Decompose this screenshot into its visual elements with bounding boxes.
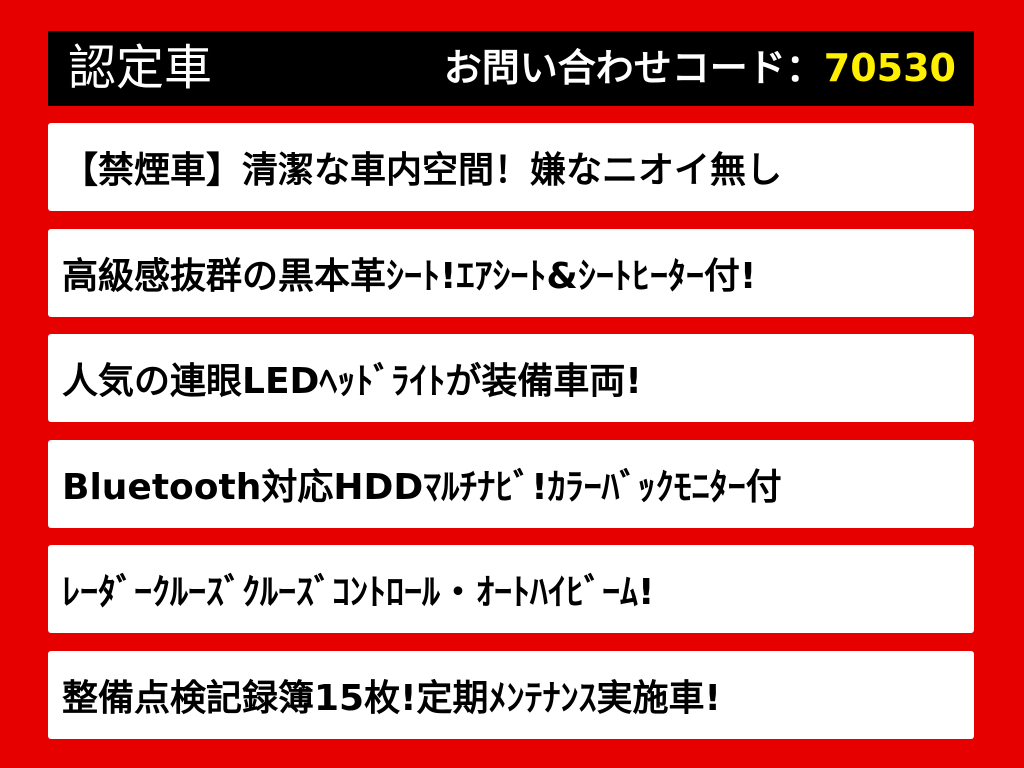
feature-row: ﾚｰﾀﾞｰｸﾙｰｽﾞｸﾙｰｽﾞｺﾝﾄﾛｰﾙ・ｵｰﾄﾊｲﾋﾞｰﾑ! xyxy=(48,545,974,633)
feature-text: Bluetooth対応HDDﾏﾙﾁﾅﾋﾞ!ｶﾗｰﾊﾞｯｸﾓﾆﾀｰ付 xyxy=(62,466,782,508)
feature-row: 高級感抜群の黒本革ｼｰﾄ!ｴｱｼｰﾄ&ｼｰﾄﾋｰﾀｰ付! xyxy=(48,228,974,317)
header-bar: 認定車 お問い合わせコード：70530 xyxy=(48,31,974,106)
inquiry: お問い合わせコード：70530 xyxy=(444,43,956,93)
feature-row: 【禁煙車】清潔な車内空間！嫌なニオイ無し xyxy=(48,123,974,211)
feature-row: 人気の連眼LEDﾍｯﾄﾞﾗｲﾄが装備車両! xyxy=(48,334,974,422)
feature-text: 整備点検記録簿15枚!定期ﾒﾝﾃﾅﾝｽ実施車! xyxy=(62,677,721,719)
feature-text: ﾚｰﾀﾞｰｸﾙｰｽﾞｸﾙｰｽﾞｺﾝﾄﾛｰﾙ・ｵｰﾄﾊｲﾋﾞｰﾑ! xyxy=(62,572,655,613)
inquiry-code: 70530 xyxy=(823,46,956,90)
feature-row: 整備点検記録簿15枚!定期ﾒﾝﾃﾅﾝｽ実施車! xyxy=(48,650,974,739)
inquiry-label: お問い合わせコード： xyxy=(443,46,824,90)
feature-text: 人気の連眼LEDﾍｯﾄﾞﾗｲﾄが装備車両! xyxy=(62,361,642,402)
feature-row: Bluetooth対応HDDﾏﾙﾁﾅﾋﾞ!ｶﾗｰﾊﾞｯｸﾓﾆﾀｰ付 xyxy=(48,439,974,528)
feature-text: 【禁煙車】清潔な車内空間！嫌なニオイ無し xyxy=(62,150,783,191)
title: 認定車 xyxy=(68,40,213,96)
feature-text: 高級感抜群の黒本革ｼｰﾄ!ｴｱｼｰﾄ&ｼｰﾄﾋｰﾀｰ付! xyxy=(62,255,757,297)
